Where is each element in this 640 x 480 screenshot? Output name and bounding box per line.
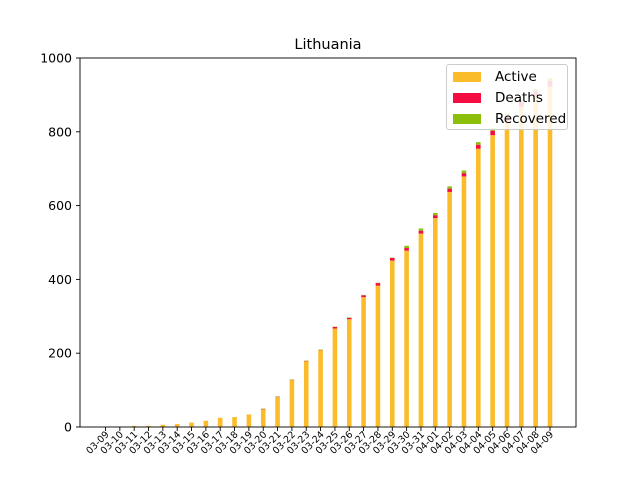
bar-deaths-03-27: [361, 295, 366, 298]
bar-active-04-02: [447, 191, 452, 427]
bar-active-03-27: [361, 297, 366, 427]
bar-active-04-08: [533, 96, 538, 427]
legend-label-recovered: Recovered: [495, 111, 567, 127]
y-axis: 0 200 400 600 800 1000: [40, 51, 80, 435]
bar-active-03-12: [146, 425, 151, 427]
bar-deaths-04-04: [476, 144, 481, 149]
bar-recovered-03-31: [418, 228, 424, 231]
bar-active-04-04: [476, 148, 481, 427]
bar-active-03-16: [203, 420, 209, 427]
bar-active-03-23: [303, 361, 309, 427]
bar-deaths-03-29: [389, 258, 395, 261]
bar-recovered-03-30: [404, 245, 409, 249]
bar-active-04-01: [432, 218, 438, 427]
bar-deaths-04-02: [447, 188, 452, 192]
bar-active-03-30: [404, 250, 409, 427]
legend-label-deaths: Deaths: [495, 90, 543, 106]
bar-active-03-28: [375, 285, 381, 427]
bar-active-03-24: [318, 350, 323, 427]
bar-deaths-03-30: [404, 248, 409, 251]
bar-recovered-04-03: [461, 170, 467, 174]
bar-active-04-06: [504, 120, 510, 427]
bar-deaths-03-26: [346, 317, 352, 320]
bar-active-03-20: [260, 409, 266, 427]
bar-active-04-09: [547, 86, 553, 427]
legend-entry-recovered: Recovered: [453, 110, 566, 128]
bar-deaths-03-31: [418, 230, 424, 234]
bar-active-03-14: [174, 424, 180, 427]
chart-title: Lithuania: [294, 37, 361, 53]
bar-active-03-25: [332, 328, 338, 427]
bar-active-04-05: [490, 135, 495, 427]
bar-active-04-07: [519, 106, 524, 428]
bar-active-03-22: [289, 380, 295, 427]
y-tick-label: 200: [48, 346, 72, 361]
bar-recovered-04-02: [447, 186, 452, 189]
legend-swatch-deaths: [453, 93, 481, 103]
bar-active-03-15: [189, 422, 194, 427]
bar-active-03-11: [131, 425, 137, 427]
bar-recovered-04-04: [476, 142, 481, 145]
bars-group: [103, 78, 553, 428]
bar-active-04-03: [461, 176, 467, 427]
y-tick-label: 400: [48, 272, 72, 287]
legend-swatch-active: [453, 72, 481, 82]
bar-deaths-04-03: [461, 173, 467, 177]
bar-deaths-03-25: [332, 327, 338, 329]
bar-active-03-29: [389, 260, 395, 427]
bar-active-03-18: [232, 417, 237, 427]
bar-active-03-21: [275, 397, 280, 427]
bar-deaths-04-05: [490, 130, 495, 136]
y-tick-label: 800: [48, 124, 72, 139]
bar-recovered-04-01: [432, 212, 438, 216]
y-tick-label: 600: [48, 198, 72, 213]
y-tick-label: 1000: [40, 51, 72, 66]
legend-label-active: Active: [495, 69, 537, 85]
bar-active-03-13: [160, 424, 166, 427]
legend-entry-deaths: Deaths: [453, 89, 543, 107]
plot-frame: [79, 57, 577, 428]
legend: Active Deaths Recovered: [446, 64, 568, 130]
bar-active-03-19: [246, 414, 252, 427]
x-axis: 03-0903-1003-1103-1203-1303-1403-1503-16…: [84, 427, 556, 457]
bar-deaths-04-01: [432, 215, 438, 219]
y-tick-label: 0: [64, 420, 72, 435]
bar-active-03-31: [418, 233, 424, 427]
bar-active-03-17: [217, 417, 223, 427]
legend-swatch-recovered: [453, 114, 481, 124]
bar-active-03-26: [346, 319, 352, 427]
bar-deaths-03-28: [375, 283, 381, 286]
legend-entry-active: Active: [453, 68, 537, 86]
